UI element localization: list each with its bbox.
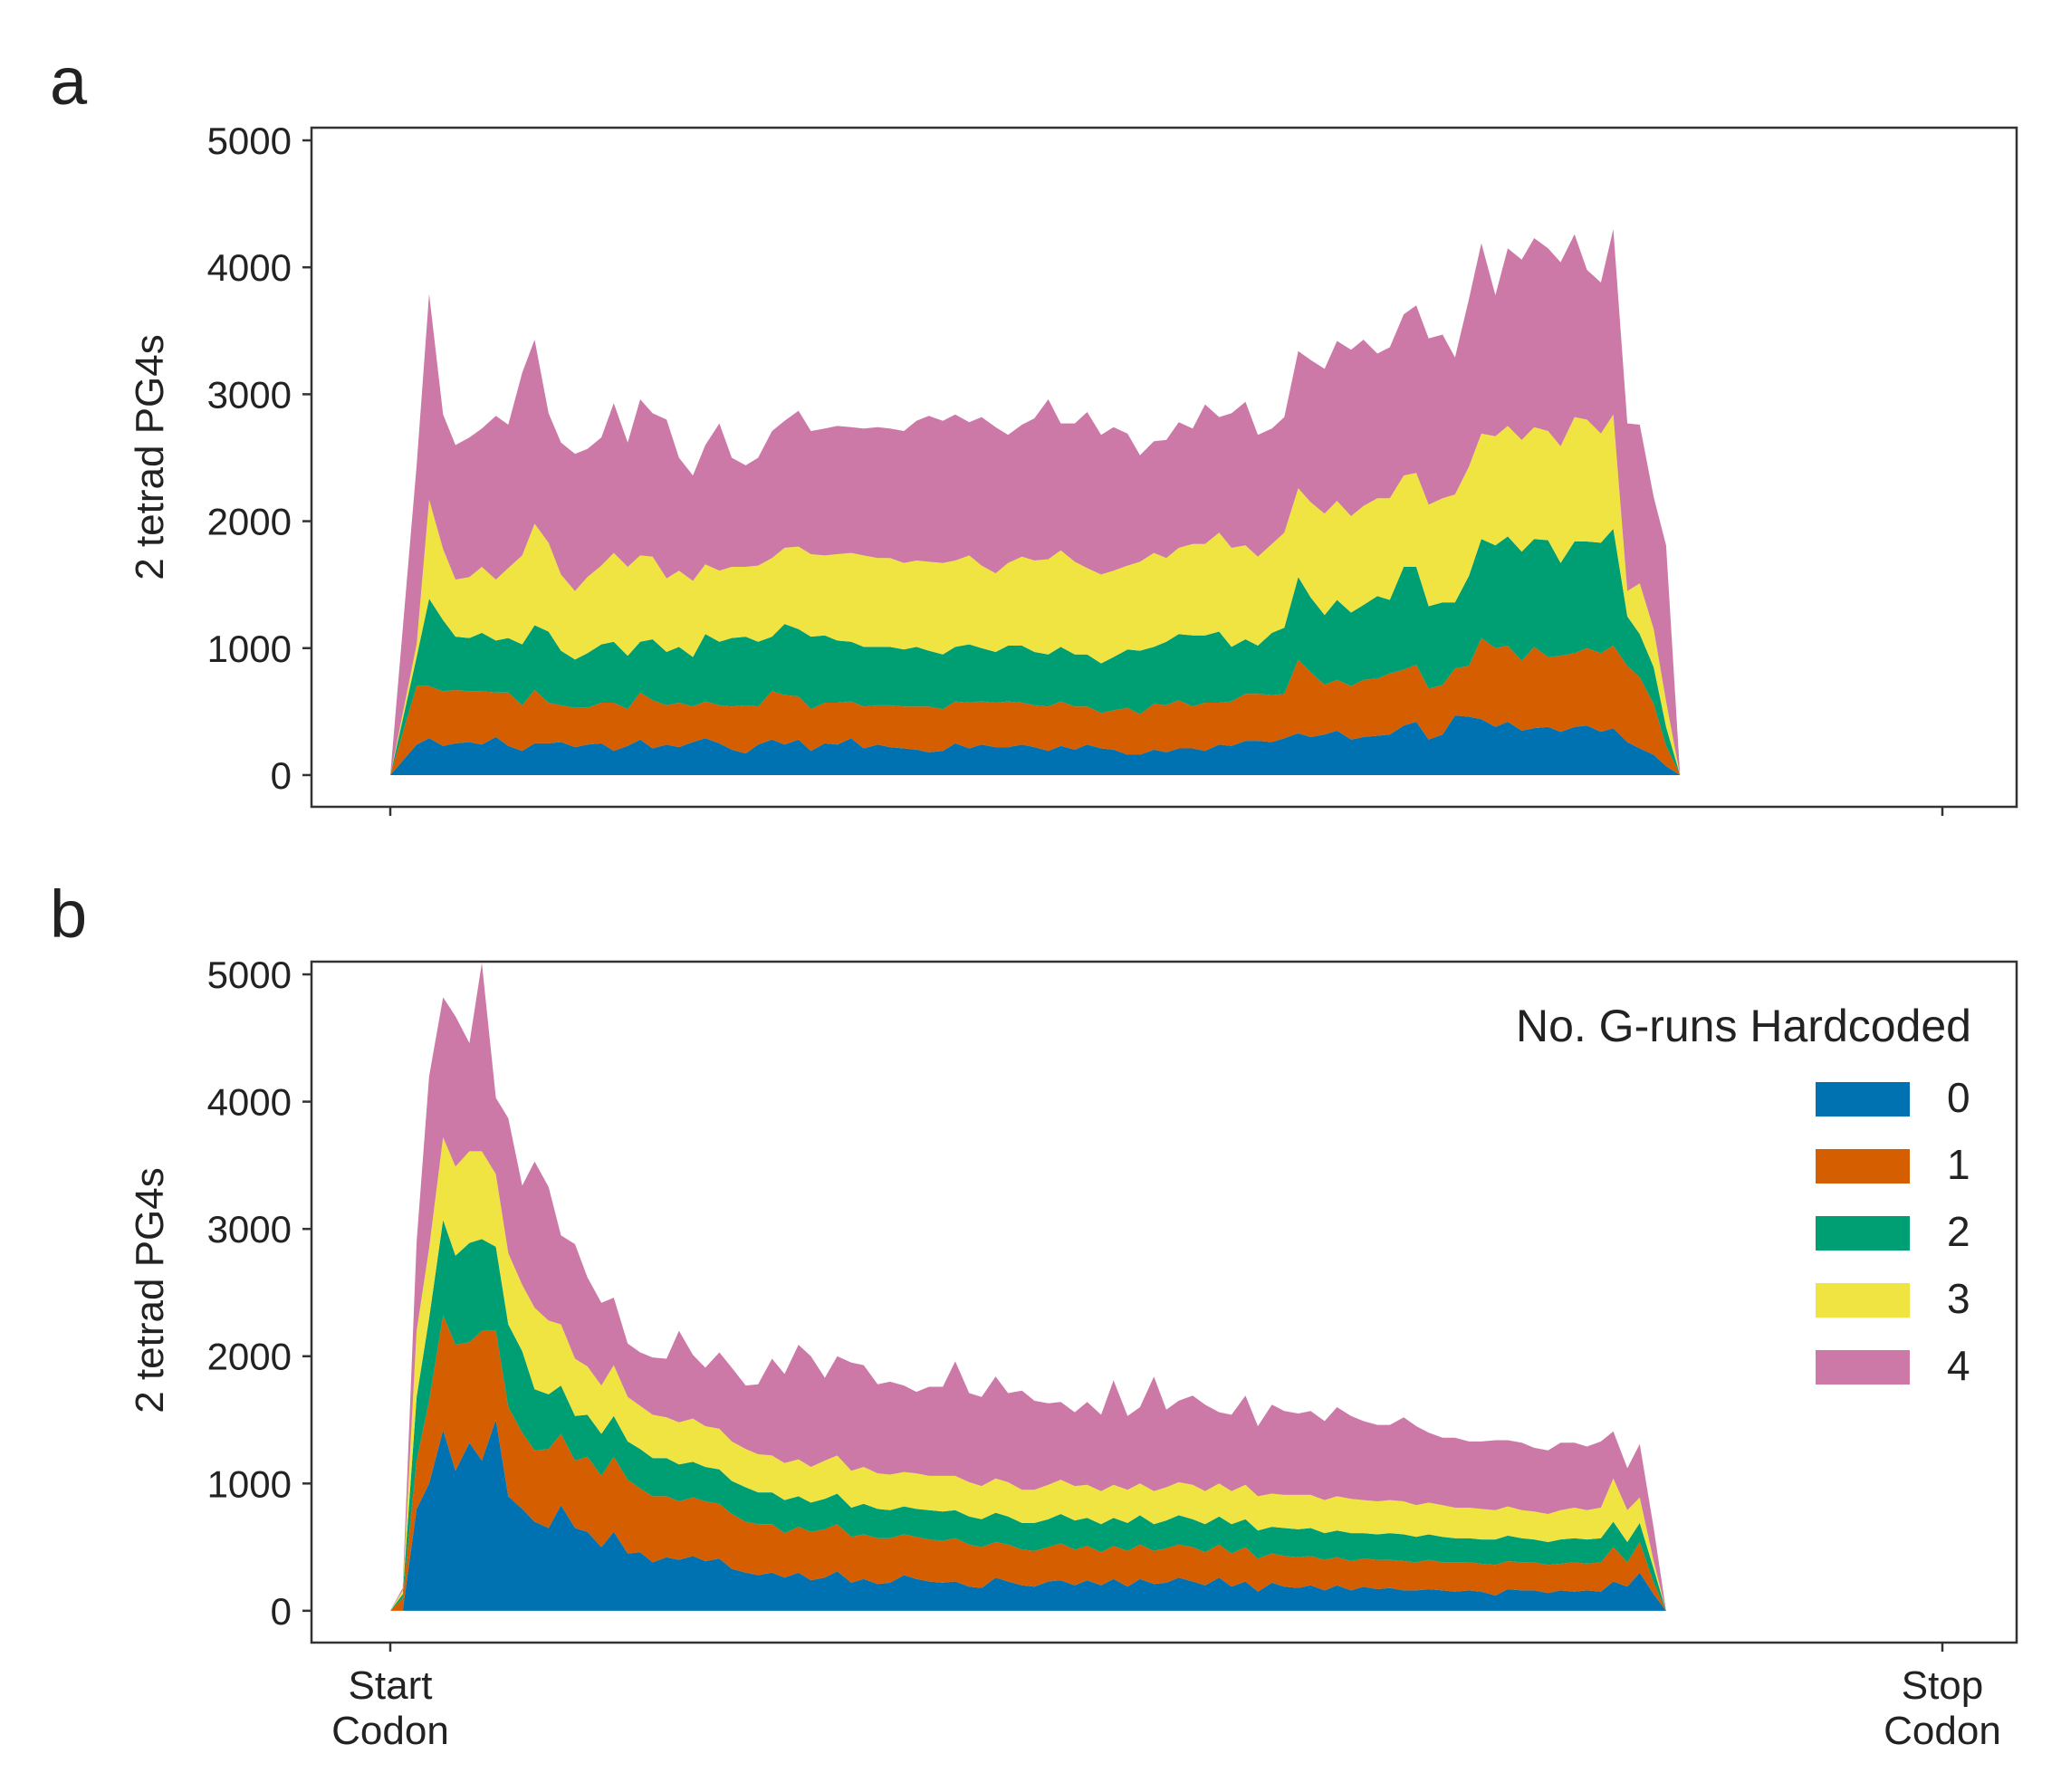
area-series-4-panel-b [390, 963, 1942, 1611]
x-tick-label: Codon [331, 1709, 449, 1753]
y-tick-label: 3000 [207, 373, 292, 416]
legend-swatch-0 [1816, 1082, 1910, 1116]
y-tick-label: 2000 [207, 501, 292, 543]
panel-a: a 2 tetrad PG4s 0 1000 2000 3000 4000 5000 [50, 43, 2018, 816]
area-series-2-panel-b [390, 1220, 1942, 1611]
legend-swatch-2 [1816, 1216, 1910, 1251]
y-axis-label-a: 2 tetrad PG4s [128, 334, 172, 580]
legend-title: No. G-runs Hardcoded [1516, 1001, 1971, 1051]
y-tick-label: 1000 [207, 1462, 292, 1505]
legend-label-1: 1 [1947, 1141, 1970, 1188]
y-tick-label: 0 [271, 754, 292, 797]
legend: No. G-runs Hardcoded 0 1 2 3 4 [1516, 1001, 1971, 1389]
area-series-1-panel-a [390, 637, 1942, 775]
area-series-group-b [390, 963, 1942, 1611]
y-tick-label: 3000 [207, 1208, 292, 1251]
area-series-3-panel-b [390, 1137, 1942, 1611]
panel-b: b 2 tetrad PG4s 0 1000 2000 3000 4000 5000 St… [50, 877, 2018, 1753]
area-series-3-panel-a [390, 414, 1942, 775]
y-tick-label: 0 [271, 1590, 292, 1633]
legend-label-0: 0 [1947, 1074, 1970, 1121]
legend-swatch-3 [1816, 1283, 1910, 1318]
y-ticks-b: 0 1000 2000 3000 4000 5000 [207, 953, 312, 1633]
y-tick-label: 4000 [207, 246, 292, 289]
y-ticks-a: 0 1000 2000 3000 4000 5000 [207, 120, 312, 797]
legend-items: 0 1 2 3 4 [1816, 1074, 1970, 1389]
y-tick-label: 5000 [207, 953, 292, 996]
legend-swatch-1 [1816, 1149, 1910, 1183]
y-tick-label: 5000 [207, 120, 292, 162]
y-tick-label: 2000 [207, 1336, 292, 1378]
legend-swatch-4 [1816, 1350, 1910, 1385]
x-tick-label: Stop [1902, 1663, 1984, 1708]
plot-frame-a [310, 126, 2018, 809]
y-tick-label: 1000 [207, 628, 292, 670]
legend-label-3: 3 [1947, 1275, 1970, 1322]
panel-label-a: a [50, 43, 88, 119]
area-series-2-panel-a [390, 529, 1942, 775]
area-series-group-a [390, 229, 1942, 776]
legend-label-4: 4 [1947, 1342, 1970, 1389]
area-series-0-panel-a [390, 715, 1942, 775]
area-series-0-panel-b [390, 1420, 1942, 1611]
area-series-1-panel-b [390, 1315, 1942, 1611]
x-tick-label: Start [349, 1663, 433, 1708]
x-ticks-a [388, 807, 1944, 816]
y-axis-label-b: 2 tetrad PG4s [128, 1167, 172, 1413]
area-series-4-panel-a [390, 229, 1942, 776]
plot-frame-b [310, 960, 2018, 1644]
x-tick-label: Codon [1884, 1709, 2001, 1753]
legend-label-2: 2 [1947, 1208, 1970, 1255]
y-tick-label: 4000 [207, 1081, 292, 1124]
panel-label-b: b [50, 877, 87, 952]
